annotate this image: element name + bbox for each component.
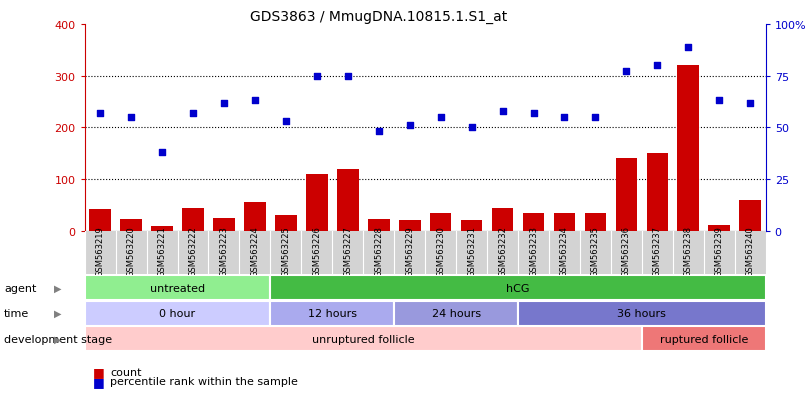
Point (372, 129, 385, 135)
Point (589, 114, 602, 121)
Point (713, 98, 725, 104)
Bar (337, 169, 359, 231)
Text: 36 hours: 36 hours (617, 309, 667, 318)
Bar (708, 225, 730, 231)
Text: ruptured follicle: ruptured follicle (659, 334, 748, 344)
Bar (522, 213, 544, 231)
Text: GDS3863 / MmugDNA.10815.1.S1_at: GDS3863 / MmugDNA.10815.1.S1_at (250, 10, 508, 24)
Bar (399, 221, 421, 231)
Bar (646, 154, 668, 231)
Point (651, 63, 664, 69)
Point (496, 108, 509, 115)
Bar (152, 226, 172, 231)
Point (744, 100, 757, 107)
Bar (461, 221, 483, 231)
Bar (518, 301, 766, 326)
Text: unruptured follicle: unruptured follicle (312, 334, 414, 344)
Point (682, 44, 695, 51)
Bar (85, 275, 270, 300)
Text: 24 hours: 24 hours (431, 309, 480, 318)
Bar (678, 66, 699, 231)
Text: 12 hours: 12 hours (308, 309, 357, 318)
Point (403, 123, 416, 129)
Point (248, 98, 261, 104)
Text: untreated: untreated (150, 283, 205, 293)
Text: hCG: hCG (506, 283, 530, 293)
Bar (368, 220, 389, 231)
Bar (89, 210, 111, 231)
Text: agent: agent (4, 283, 36, 293)
Point (93, 110, 106, 117)
Text: ■: ■ (93, 366, 105, 379)
Bar (182, 208, 204, 231)
Point (280, 119, 293, 125)
Point (341, 73, 354, 80)
Point (125, 114, 138, 121)
Bar (642, 327, 766, 351)
Point (620, 69, 633, 76)
Point (465, 125, 478, 131)
Text: ▶: ▶ (54, 283, 62, 293)
Text: 0 hour: 0 hour (160, 309, 196, 318)
Point (527, 110, 540, 117)
Point (558, 114, 571, 121)
Text: ■: ■ (93, 375, 105, 388)
Bar (554, 213, 575, 231)
Bar (430, 213, 451, 231)
Bar (270, 301, 394, 326)
Point (434, 114, 447, 121)
Bar (85, 301, 270, 326)
Text: time: time (4, 309, 29, 318)
Bar (85, 327, 642, 351)
Bar (213, 218, 235, 231)
Bar (394, 301, 518, 326)
Point (310, 73, 323, 80)
Bar (584, 213, 606, 231)
Text: count: count (110, 367, 142, 377)
Bar (739, 200, 761, 231)
Point (218, 100, 231, 107)
Text: ▶: ▶ (54, 334, 62, 344)
Bar (616, 159, 638, 231)
Text: percentile rank within the sample: percentile rank within the sample (110, 376, 298, 386)
Point (186, 110, 199, 117)
Bar (306, 174, 328, 231)
Bar (492, 208, 513, 231)
Text: ▶: ▶ (54, 309, 62, 318)
Bar (244, 203, 266, 231)
Point (156, 150, 168, 156)
Bar (120, 220, 142, 231)
Bar (270, 275, 766, 300)
Bar (275, 216, 297, 231)
Text: development stage: development stage (4, 334, 112, 344)
